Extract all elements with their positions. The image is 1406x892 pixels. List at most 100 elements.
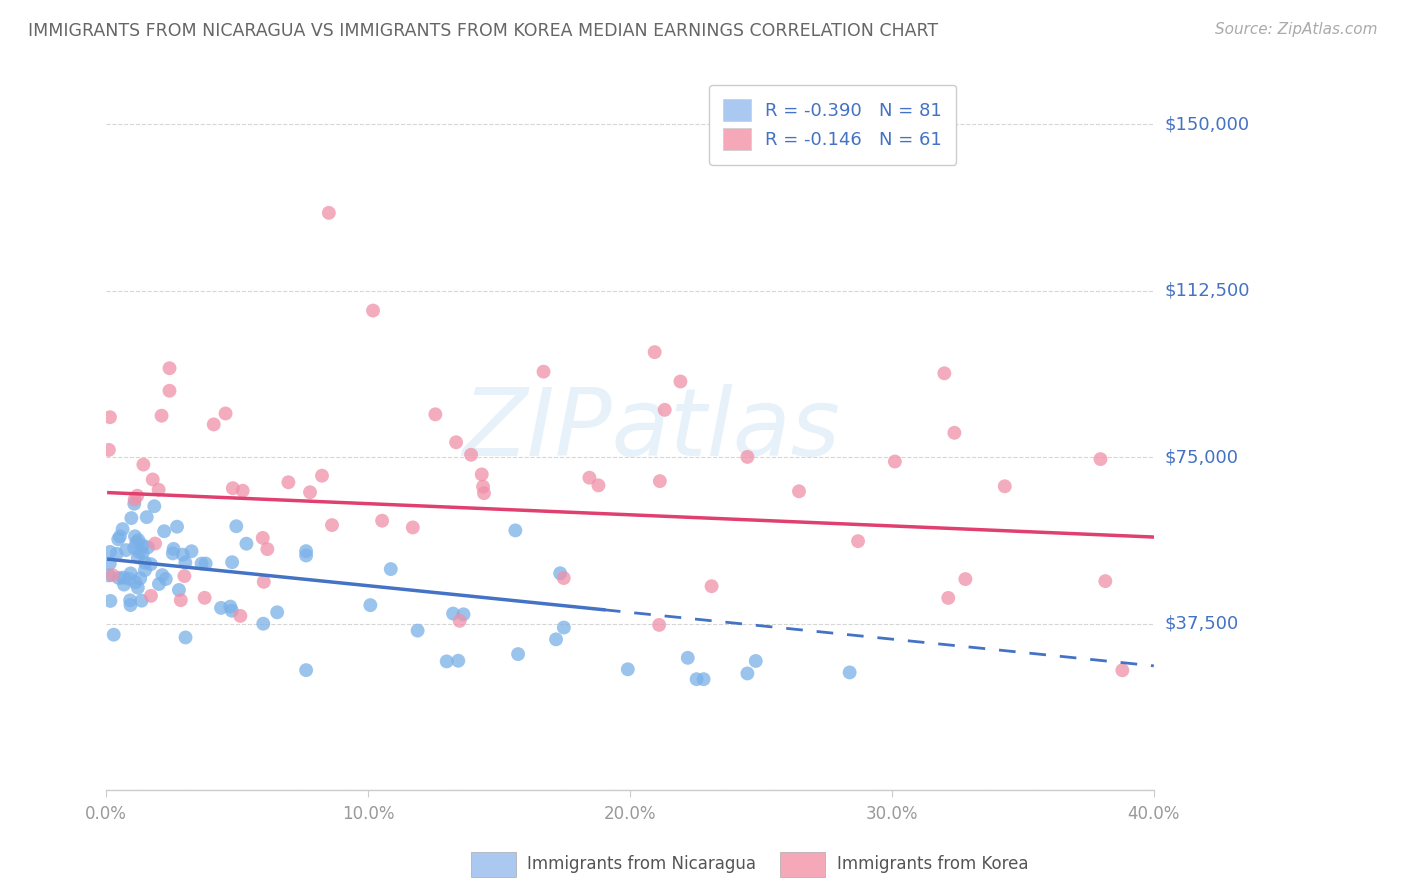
- Point: [118, 572, 141, 586]
- Point: [124, 492, 146, 507]
- Point: [108, 571, 131, 585]
- Point: [136, 541, 159, 555]
- Point: [548, 566, 571, 581]
- Point: [441, 607, 464, 621]
- Point: [685, 672, 707, 686]
- Text: Source: ZipAtlas.com: Source: ZipAtlas.com: [1215, 22, 1378, 37]
- Text: Immigrants from Nicaragua: Immigrants from Nicaragua: [527, 855, 756, 873]
- Point: [127, 533, 149, 548]
- Point: [162, 546, 184, 560]
- Text: ZIP​atlas: ZIP​atlas: [463, 384, 839, 475]
- Point: [295, 663, 318, 677]
- Point: [139, 557, 162, 571]
- Point: [125, 535, 148, 549]
- Point: [155, 572, 177, 586]
- Point: [252, 616, 274, 631]
- Point: [1094, 574, 1116, 588]
- Point: [449, 614, 471, 628]
- Point: [676, 650, 699, 665]
- Point: [588, 478, 610, 492]
- Point: [644, 345, 666, 359]
- Point: [127, 550, 149, 565]
- Point: [148, 577, 170, 591]
- Legend: R = -0.390   N = 81, R = -0.146   N = 61: R = -0.390 N = 81, R = -0.146 N = 61: [709, 85, 956, 165]
- Point: [277, 475, 299, 490]
- Point: [1090, 452, 1112, 467]
- Point: [506, 647, 529, 661]
- Point: [235, 537, 257, 551]
- Point: [124, 575, 146, 590]
- Point: [148, 483, 170, 497]
- Point: [447, 654, 470, 668]
- Point: [553, 571, 575, 585]
- Point: [472, 486, 495, 500]
- Point: [190, 557, 212, 571]
- Point: [436, 654, 458, 668]
- Point: [295, 549, 318, 563]
- Point: [127, 489, 149, 503]
- Point: [131, 538, 153, 552]
- Text: $112,500: $112,500: [1166, 282, 1250, 300]
- Point: [669, 375, 692, 389]
- Point: [153, 524, 176, 539]
- Point: [934, 366, 956, 380]
- Point: [134, 563, 156, 577]
- Point: [256, 542, 278, 557]
- Point: [654, 402, 676, 417]
- Point: [103, 628, 125, 642]
- Point: [124, 497, 146, 511]
- Point: [131, 546, 153, 560]
- Point: [311, 468, 333, 483]
- Point: [425, 407, 447, 421]
- Point: [143, 536, 166, 550]
- Point: [194, 591, 217, 605]
- Point: [533, 365, 555, 379]
- Text: $75,000: $75,000: [1166, 448, 1239, 467]
- Point: [150, 409, 173, 423]
- Text: IMMIGRANTS FROM NICARAGUA VS IMMIGRANTS FROM KOREA MEDIAN EARNINGS CORRELATION C: IMMIGRANTS FROM NICARAGUA VS IMMIGRANTS …: [28, 22, 938, 40]
- Point: [112, 577, 135, 591]
- Point: [936, 591, 959, 605]
- Point: [402, 520, 425, 534]
- Point: [166, 519, 188, 533]
- Text: $37,500: $37,500: [1166, 615, 1239, 632]
- Point: [232, 483, 254, 498]
- Point: [120, 566, 142, 581]
- Point: [142, 473, 165, 487]
- Point: [115, 543, 138, 558]
- Point: [134, 556, 156, 570]
- Point: [617, 662, 640, 676]
- Point: [321, 518, 343, 533]
- Point: [505, 524, 527, 538]
- Point: [648, 474, 671, 488]
- Point: [229, 608, 252, 623]
- Point: [124, 529, 146, 543]
- Point: [159, 361, 181, 376]
- Point: [252, 531, 274, 545]
- Point: [359, 598, 381, 612]
- Point: [737, 666, 759, 681]
- Point: [219, 599, 242, 614]
- Point: [150, 568, 173, 582]
- Point: [172, 548, 194, 562]
- Text: $150,000: $150,000: [1166, 115, 1250, 133]
- Point: [361, 303, 384, 318]
- Point: [167, 582, 190, 597]
- Point: [100, 594, 122, 608]
- Point: [128, 545, 150, 559]
- Point: [371, 514, 394, 528]
- Point: [955, 572, 977, 586]
- Point: [380, 562, 402, 576]
- Point: [1111, 663, 1133, 677]
- Point: [111, 522, 134, 536]
- Point: [97, 568, 120, 582]
- Point: [120, 593, 142, 607]
- Point: [120, 598, 142, 612]
- Point: [209, 601, 232, 615]
- Point: [194, 557, 217, 571]
- Point: [544, 632, 567, 647]
- Point: [202, 417, 225, 432]
- Point: [266, 605, 288, 619]
- Point: [578, 471, 600, 485]
- Point: [131, 593, 153, 607]
